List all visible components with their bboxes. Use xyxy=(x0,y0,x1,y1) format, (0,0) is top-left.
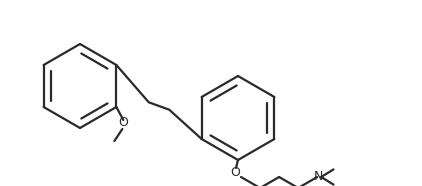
Text: N: N xyxy=(314,171,323,184)
Text: O: O xyxy=(119,116,128,129)
Text: O: O xyxy=(230,166,240,179)
